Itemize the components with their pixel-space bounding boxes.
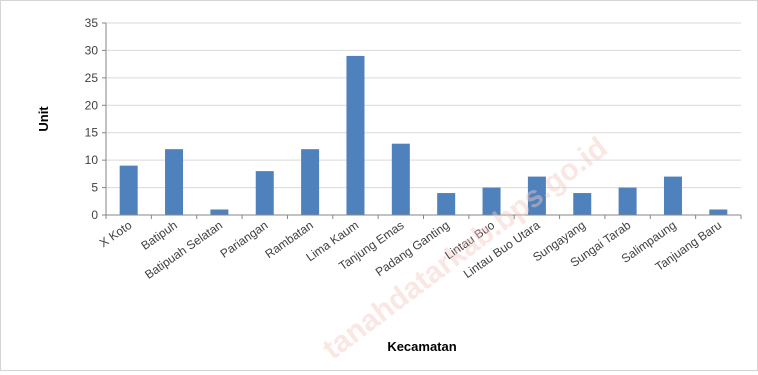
- y-axis-title: Unit: [36, 106, 51, 132]
- bar: [618, 187, 637, 215]
- y-tick-labels: 0 5 10 15 20 25 30 35: [85, 16, 106, 222]
- y-tick-label: 10: [85, 153, 99, 167]
- bar: [165, 149, 184, 215]
- bar: [709, 209, 728, 215]
- y-tick-label: 25: [85, 71, 99, 85]
- x-tick-label: X Koto: [97, 218, 135, 250]
- y-tick-label: 30: [85, 43, 99, 57]
- bar: [663, 176, 682, 215]
- bar: [391, 143, 410, 215]
- y-tick-label: 15: [85, 126, 99, 140]
- x-tick-label: Batipuah Selatan: [142, 218, 225, 282]
- y-tick-label: 20: [85, 98, 99, 112]
- bar: [255, 171, 274, 215]
- x-tick-label: Pariangan: [218, 218, 271, 261]
- bar: [437, 193, 456, 215]
- bars: [119, 55, 728, 215]
- gridlines: [106, 22, 741, 189]
- y-tick-label: 0: [91, 208, 98, 222]
- bar: [527, 176, 546, 215]
- y-tick-label: 5: [91, 181, 98, 195]
- bar: [210, 209, 229, 215]
- bar: [119, 165, 138, 215]
- bar: [346, 55, 365, 215]
- bar: [482, 187, 501, 215]
- axes: [105, 23, 741, 216]
- bar: [573, 193, 592, 215]
- y-tick-label: 35: [85, 16, 99, 30]
- x-axis-title: Kecamatan: [387, 339, 456, 354]
- bar: [301, 149, 320, 215]
